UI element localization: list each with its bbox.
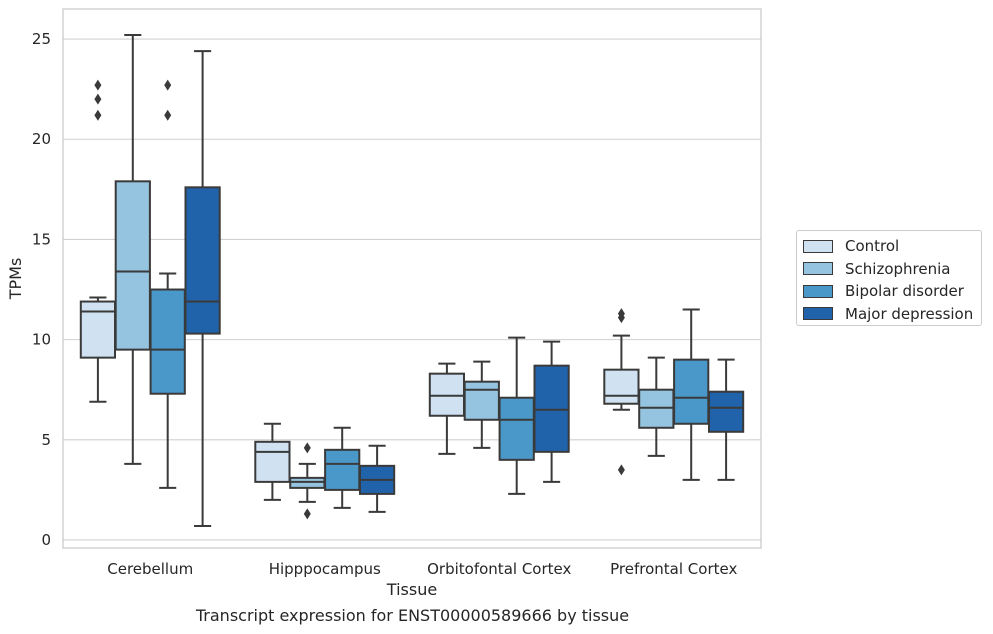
iqr-box bbox=[324, 448, 361, 491]
box-bipolar-disorder bbox=[673, 308, 710, 481]
box-major-depression bbox=[533, 340, 570, 483]
legend-swatch-depression bbox=[803, 307, 833, 321]
figure-caption: Transcript expression for ENST0000058966… bbox=[195, 606, 630, 625]
legend-label: Major depression bbox=[845, 304, 974, 323]
outlier-point bbox=[94, 109, 102, 121]
outlier-point bbox=[164, 79, 172, 91]
x-tick-label: Cerebellum bbox=[107, 560, 193, 578]
iqr-box bbox=[289, 476, 326, 489]
outlier-point bbox=[303, 508, 311, 520]
iqr-box bbox=[184, 186, 221, 335]
y-tick-label: 0 bbox=[41, 531, 51, 549]
x-tick-label: Prefrontal Cortex bbox=[610, 560, 737, 578]
x-axis-label: Tissue bbox=[386, 580, 437, 599]
legend-item: Major depression bbox=[803, 303, 981, 326]
iqr-box bbox=[463, 380, 500, 421]
legend-swatch-control bbox=[803, 239, 833, 253]
legend-item: Bipolar disorder bbox=[803, 280, 981, 303]
legend-item: Control bbox=[803, 235, 981, 258]
iqr-box bbox=[79, 300, 117, 359]
iqr-box bbox=[673, 358, 710, 425]
outlier-point bbox=[164, 109, 172, 121]
box-major-depression bbox=[184, 50, 221, 527]
iqr-box bbox=[638, 388, 675, 429]
iqr-box bbox=[428, 372, 466, 417]
chart-legend: Control Schizophrenia Bipolar disorder M… bbox=[796, 230, 982, 326]
legend-label: Schizophrenia bbox=[845, 259, 951, 278]
x-tick-label: Hipppocampus bbox=[269, 560, 381, 578]
y-tick-label: 10 bbox=[32, 331, 51, 349]
outlier-point bbox=[94, 79, 102, 91]
box-schizophrenia bbox=[463, 360, 500, 449]
y-tick-label: 20 bbox=[32, 130, 51, 148]
legend-swatch-schizophrenia bbox=[803, 262, 833, 276]
legend-label: Control bbox=[845, 237, 900, 256]
box-control bbox=[603, 308, 640, 476]
iqr-box bbox=[498, 396, 535, 461]
iqr-box bbox=[603, 368, 640, 405]
x-tick-label: Orbitofontal Cortex bbox=[427, 560, 571, 578]
outlier-point bbox=[94, 93, 102, 105]
iqr-box bbox=[533, 364, 570, 453]
box-bipolar-disorder bbox=[149, 79, 186, 489]
legend-item: Schizophrenia bbox=[803, 258, 981, 281]
iqr-box bbox=[707, 390, 745, 433]
y-tick-label: 15 bbox=[32, 230, 51, 248]
plot-frame bbox=[62, 8, 762, 549]
box-schizophrenia bbox=[114, 34, 151, 465]
box-control bbox=[254, 422, 291, 501]
box-major-depression bbox=[358, 444, 396, 513]
outlier-point bbox=[303, 442, 311, 454]
box-major-depression bbox=[707, 358, 745, 481]
box-bipolar-disorder bbox=[498, 336, 535, 495]
iqr-box bbox=[149, 288, 186, 395]
y-axis-label: TPMs bbox=[6, 258, 25, 301]
outlier-point bbox=[617, 464, 625, 476]
y-tick-label: 25 bbox=[32, 30, 51, 48]
iqr-box bbox=[114, 180, 151, 351]
box-schizophrenia bbox=[289, 442, 326, 520]
outlier-point bbox=[617, 308, 625, 320]
legend-swatch-bipolar bbox=[803, 284, 833, 298]
legend-label: Bipolar disorder bbox=[845, 282, 964, 301]
box-schizophrenia bbox=[638, 356, 675, 457]
y-tick-label: 5 bbox=[41, 431, 51, 449]
iqr-box bbox=[254, 440, 291, 483]
box-control bbox=[79, 79, 117, 403]
